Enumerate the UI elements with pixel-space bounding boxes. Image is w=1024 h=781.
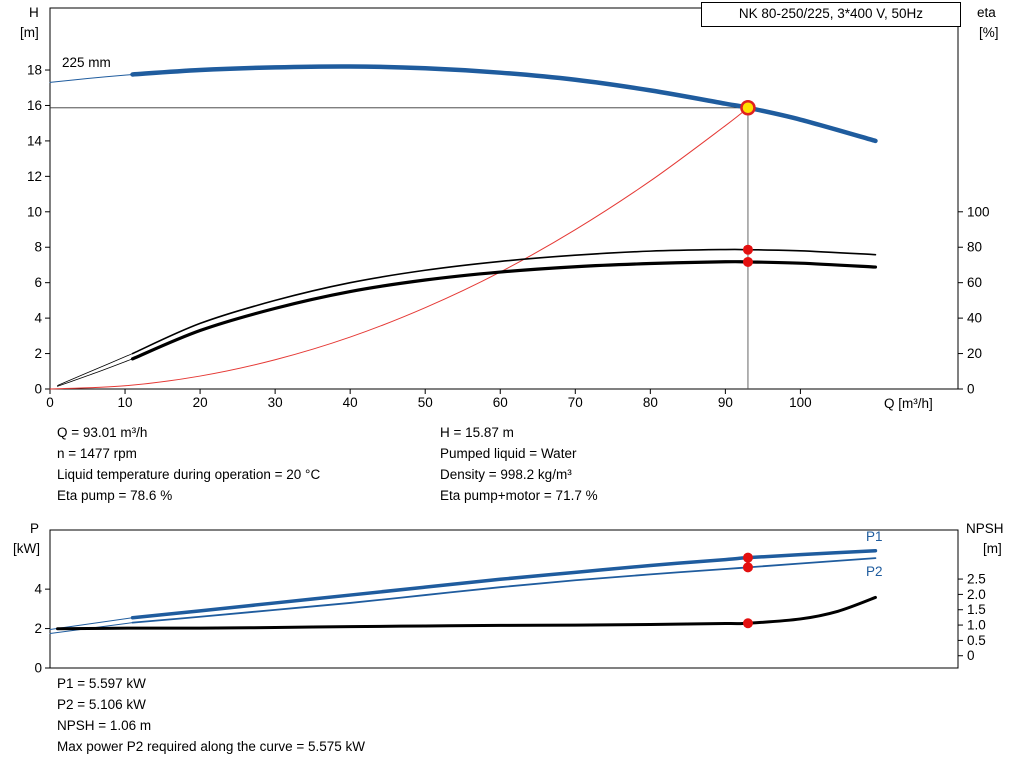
head-curve-lead-in: [49, 73, 134, 83]
eta-pump-duty-dot: [742, 244, 753, 255]
y-right-tick-label: 0: [967, 648, 975, 663]
x-tick-label: 20: [193, 395, 208, 410]
bottom-y-right-unit: [m]: [983, 541, 1002, 556]
y-left-tick-label: 0: [34, 661, 42, 676]
y-right-tick-label: 2.0: [967, 587, 986, 602]
x-tick-label: 0: [46, 395, 54, 410]
y-right-tick-label: 0: [967, 382, 975, 397]
info-line-temp: Liquid temperature during operation = 20…: [57, 467, 321, 482]
info-line-q: Q = 93.01 m³/h: [57, 425, 148, 440]
plot-frame: [49, 7, 959, 390]
x-tick-label: 10: [118, 395, 133, 410]
y-right-tick-label: 100: [967, 204, 990, 219]
x-tick-label: 90: [718, 395, 733, 410]
bottom-y-right-title: NPSH: [966, 521, 1004, 536]
eta-pump-motor-curve: [130, 260, 878, 361]
x-tick-label: 60: [493, 395, 508, 410]
info-line-density: Density = 998.2 kg/m³: [440, 467, 572, 482]
info-line-n: n = 1477 rpm: [57, 446, 137, 461]
top-y-left-unit: [m]: [20, 25, 39, 40]
y-right-tick-label: 1.5: [967, 602, 986, 617]
y-left-tick-label: 18: [27, 63, 42, 78]
top-y-right-title: eta: [977, 5, 996, 20]
x-tick-label: 80: [643, 395, 658, 410]
x-tick-label: 50: [418, 395, 433, 410]
y-left-tick-label: 14: [27, 133, 43, 148]
info-line-eta-pump-motor: Eta pump+motor = 71.7 %: [440, 488, 598, 503]
p1-curve: [130, 548, 878, 620]
pump-title-box: NK 80-250/225, 3*400 V, 50Hz: [701, 2, 961, 27]
y-right-tick-label: 1.0: [967, 618, 986, 633]
info-line-h: H = 15.87 m: [440, 425, 514, 440]
y-right-tick-label: 60: [967, 275, 982, 290]
power-info-block: P1 = 5.597 kW P2 = 5.106 kW NPSH = 1.06 …: [57, 673, 365, 757]
y-left-tick-label: 8: [34, 240, 42, 255]
x-tick-label: 100: [789, 395, 812, 410]
p1-curve-label: P1: [866, 529, 883, 544]
y-right-tick-label: 0.5: [967, 633, 986, 648]
eta-pump-motor-duty-dot: [742, 256, 753, 267]
info-line-npsh: NPSH = 1.06 m: [57, 718, 152, 733]
info-line-p2: P2 = 5.106 kW: [57, 697, 146, 712]
y-right-tick-label: 40: [967, 311, 982, 326]
eta-pump-motor-lead-in: [57, 358, 133, 387]
duty-info-left-column: Q = 93.01 m³/h n = 1477 rpm Liquid tempe…: [57, 422, 320, 506]
x-tick-label: 70: [568, 395, 583, 410]
p2-duty-dot: [742, 562, 753, 573]
system-curve: [49, 107, 749, 390]
top-y-right-unit: [%]: [979, 25, 999, 40]
info-line-max-power: Max power P2 required along the curve = …: [57, 739, 366, 754]
npsh-curve: [56, 595, 877, 631]
impeller-diameter-label: 225 mm: [62, 55, 111, 70]
npsh-duty-dot: [742, 618, 753, 629]
p2-curve: [131, 557, 877, 624]
y-left-tick-label: 0: [34, 382, 42, 397]
top-x-axis-title: Q [m³/h]: [884, 396, 933, 411]
y-left-tick-label: 4: [34, 311, 42, 326]
y-left-tick-label: 16: [27, 98, 42, 113]
y-left-tick-label: 2: [34, 346, 42, 361]
bottom-y-left-unit: [kW]: [13, 541, 40, 556]
y-right-tick-label: 20: [967, 346, 982, 361]
top-y-left-title: H: [29, 5, 39, 20]
bottom-y-left-title: P: [30, 521, 40, 536]
duty-info-right-column: H = 15.87 m Pumped liquid = Water Densit…: [440, 422, 598, 506]
eta-pump-lead-in: [57, 353, 133, 386]
y-left-tick-label: 2: [34, 621, 42, 636]
info-line-liquid: Pumped liquid = Water: [440, 446, 577, 461]
y-left-tick-label: 6: [34, 275, 42, 290]
head-curve-225mm: [130, 64, 878, 144]
y-left-tick-label: 10: [27, 204, 42, 219]
x-tick-label: 40: [343, 395, 358, 410]
y-left-tick-label: 4: [34, 582, 42, 597]
x-tick-label: 30: [268, 395, 283, 410]
p2-curve-label: P2: [866, 564, 883, 579]
info-line-eta-pump: Eta pump = 78.6 %: [57, 488, 173, 503]
head-efficiency-chart: 0 2 4 6 8 10 12 14 16 18 0 20 40 60 80 100 0 10 20 30 40 50 60…: [27, 7, 990, 410]
y-right-tick-label: 2.5: [967, 572, 986, 587]
plot-frame: [49, 529, 959, 669]
duty-point-marker: [740, 100, 756, 116]
info-line-p1: P1 = 5.597 kW: [57, 676, 146, 691]
y-left-tick-label: 12: [27, 169, 42, 184]
p1-duty-dot: [742, 552, 753, 563]
y-right-tick-label: 80: [967, 240, 982, 255]
eta-pump-curve: [131, 248, 877, 355]
